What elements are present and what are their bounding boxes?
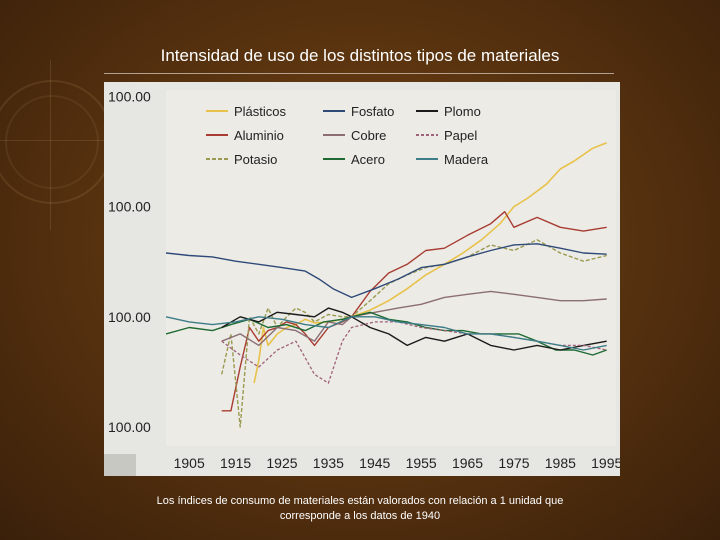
decorative-line-horizontal — [0, 140, 120, 141]
slide-title: Intensidad de uso de los distintos tipos… — [160, 46, 560, 65]
x-tick-label-1915: 1915 — [220, 455, 251, 471]
corner-patch — [104, 454, 136, 476]
materials-line-chart: 100.00 100.00 100.00 100.00 1905 1915 1925 1935… — [104, 89, 620, 476]
plot-area — [166, 90, 616, 446]
x-tick-label-1945: 1945 — [359, 455, 390, 471]
x-tick-label-1905: 1905 — [174, 455, 205, 471]
x-tick-label-1935: 1935 — [313, 455, 344, 471]
legend-label-cobre: Cobre — [351, 128, 386, 143]
series-line-pl-sticos — [253, 142, 607, 384]
y-tick-label-0: 100.00 — [108, 419, 151, 435]
x-tick-label-1975: 1975 — [498, 455, 529, 471]
series-line-madera — [165, 316, 607, 351]
caption-line-2: corresponde a los datos de 1940 — [279, 510, 441, 522]
title-underline — [104, 73, 614, 74]
x-tick-label-1925: 1925 — [266, 455, 297, 471]
series-line-potasio — [221, 239, 607, 428]
legend-label-pl-sticos: Plásticos — [234, 104, 287, 119]
caption-line-1: Los índices de consumo de materiales est… — [156, 495, 564, 507]
y-tick-label-1: 100.00 — [108, 309, 151, 325]
legend-label-potasio: Potasio — [234, 152, 277, 167]
x-tick-label-1985: 1985 — [545, 455, 576, 471]
y-tick-label-2: 100.00 — [108, 199, 151, 215]
legend-label-fosfato: Fosfato — [351, 104, 394, 119]
series-line-fosfato — [165, 243, 607, 299]
series-line-plomo — [221, 307, 607, 351]
y-tick-label-3: 100.00 — [108, 89, 151, 105]
chart-panel: 100.00 100.00 100.00 100.00 1905 1915 1925 1935… — [104, 82, 620, 476]
decorative-line-vertical — [50, 60, 51, 230]
decorative-ring-inner — [5, 95, 99, 189]
x-tick-label-1955: 1955 — [406, 455, 437, 471]
series-line-cobre — [221, 290, 607, 347]
x-tick-label-1965: 1965 — [452, 455, 483, 471]
legend-label-plomo: Plomo — [444, 104, 481, 119]
slide-caption: Los índices de consumo de materiales est… — [100, 494, 620, 524]
legend-label-papel: Papel — [444, 128, 477, 143]
legend-label-madera: Madera — [444, 152, 489, 167]
x-tick-label-1995: 1995 — [591, 455, 620, 471]
legend-label-acero: Acero — [351, 152, 385, 167]
legend-label-aluminio: Aluminio — [234, 128, 284, 143]
